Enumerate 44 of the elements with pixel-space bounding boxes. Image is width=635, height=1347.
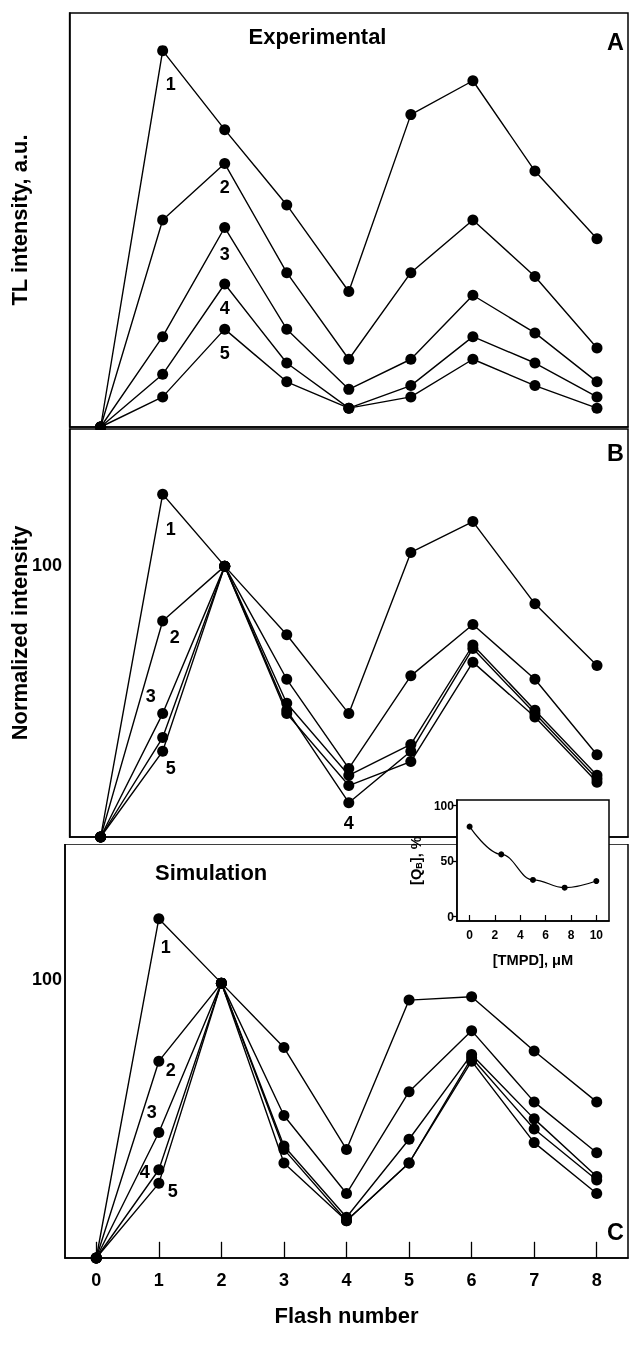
text: B <box>607 440 624 466</box>
x-tick-label: 6 <box>466 1269 477 1290</box>
x-tick-label: 2 <box>216 1269 227 1290</box>
x-axis-title: [TMPD], μM <box>492 951 574 968</box>
x-tick-label: 0 <box>466 928 474 943</box>
y-axis-title: Normalized intensity <box>6 524 32 741</box>
x-tick-label: 8 <box>567 928 575 943</box>
y-axis-title: [QB], % <box>407 836 424 885</box>
series-label: 3 <box>146 1102 157 1123</box>
text: 100 <box>31 555 62 575</box>
x-tick-label: 8 <box>591 1269 602 1290</box>
series-label: 3 <box>145 685 156 706</box>
annotation: A <box>607 29 625 55</box>
y-tick-label: 50 <box>440 854 455 869</box>
y-tick-label: 0 <box>447 909 455 924</box>
series-label: 5 <box>219 343 230 364</box>
x-tick-label: 0 <box>91 1269 102 1290</box>
series-label: 2 <box>169 627 180 647</box>
series-label: 2 <box>165 1060 176 1081</box>
series-label: 5 <box>165 758 176 779</box>
series-label: 1 <box>165 519 176 540</box>
x-tick-label: 3 <box>278 1269 289 1290</box>
y-axis-title: TL intensity, a.u. <box>6 134 32 306</box>
series-label: 1 <box>165 73 176 94</box>
series-label: 4 <box>343 812 354 833</box>
chart-title: Experimental <box>248 23 387 49</box>
x-tick-label: 6 <box>542 928 550 943</box>
series-label: 4 <box>219 297 230 318</box>
x-tick-label: 4 <box>341 1269 352 1290</box>
series-label: 4 <box>139 1161 150 1182</box>
x-axis-title: Flash number <box>274 1303 419 1329</box>
y-tick-label: 100 <box>433 798 455 813</box>
x-tick-label: 4 <box>516 928 524 943</box>
chart-title: Simulation <box>155 859 268 885</box>
x-tick-label: 10 <box>589 928 604 943</box>
annotation: C <box>607 1219 625 1245</box>
x-tick-label: 2 <box>491 928 499 943</box>
series-label: 5 <box>167 1181 178 1202</box>
series-label: 2 <box>219 176 230 197</box>
x-tick-label: 5 <box>404 1269 415 1290</box>
series-label: 3 <box>219 243 230 264</box>
x-tick-label: 7 <box>529 1269 540 1290</box>
x-tick-label: 1 <box>153 1269 164 1290</box>
text: 100 <box>31 969 62 989</box>
